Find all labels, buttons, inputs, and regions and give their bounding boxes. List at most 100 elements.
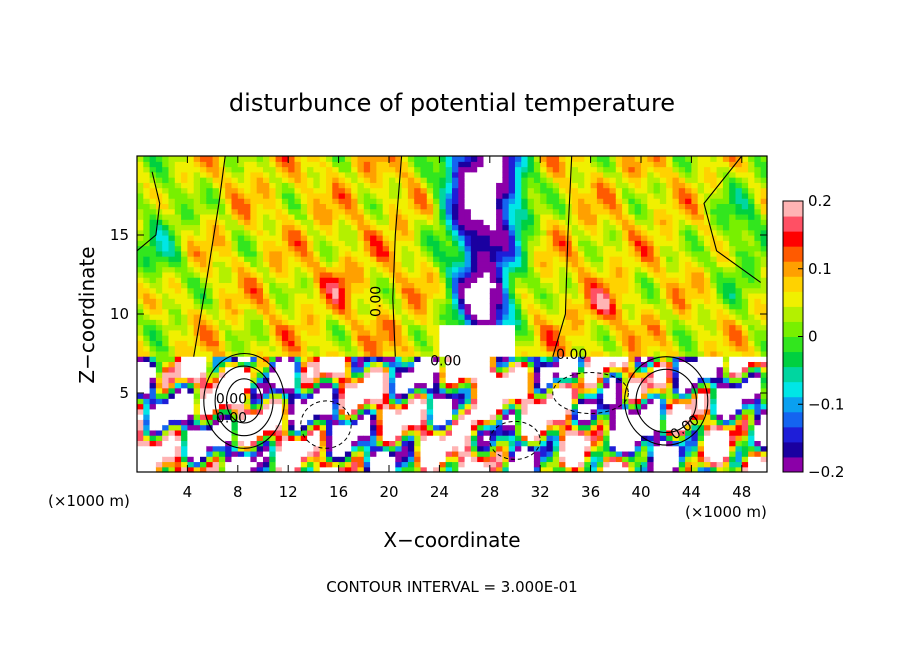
heatmap-cell	[483, 161, 491, 168]
heatmap-cell	[641, 224, 648, 231]
heatmap-cell	[281, 366, 289, 373]
heatmap-cell	[218, 450, 226, 457]
heatmap-cell	[496, 435, 503, 441]
heatmap-cell	[433, 266, 440, 273]
heatmap-cell	[653, 350, 661, 357]
heatmap-cell	[546, 271, 554, 278]
heatmap-cell	[382, 350, 390, 357]
heatmap-cell	[533, 356, 541, 362]
heatmap-cell	[464, 250, 472, 257]
heatmap-cell	[641, 245, 648, 252]
heatmap-cell	[540, 356, 548, 362]
heatmap-cell	[344, 440, 352, 447]
heatmap-cell	[294, 182, 302, 189]
heatmap-cell	[565, 271, 573, 278]
heatmap-cell	[439, 408, 447, 415]
heatmap-cell	[439, 319, 447, 326]
heatmap-cell	[193, 219, 201, 226]
heatmap-cell	[565, 435, 573, 441]
heatmap-cell	[237, 393, 245, 399]
heatmap-cell	[426, 445, 434, 452]
heatmap-cell	[590, 182, 598, 189]
heatmap-cell	[596, 261, 604, 268]
heatmap-cell	[218, 192, 226, 199]
heatmap-cell	[187, 314, 195, 320]
heatmap-cell	[218, 350, 226, 357]
heatmap-cell	[326, 213, 333, 220]
heatmap-cell	[578, 445, 585, 452]
heatmap-cell	[622, 350, 629, 357]
heatmap-cell	[313, 329, 321, 336]
heatmap-cell	[603, 224, 611, 231]
heatmap-cell	[641, 256, 648, 262]
heatmap-cell	[212, 461, 220, 468]
heatmap-cell	[584, 171, 592, 178]
heatmap-cell	[596, 271, 604, 278]
heatmap-cell	[596, 356, 604, 362]
heatmap-cell	[483, 361, 491, 368]
heatmap-cell	[187, 387, 195, 394]
heatmap-cell	[168, 382, 176, 389]
heatmap-cell	[609, 435, 617, 441]
heatmap-cell	[565, 466, 573, 473]
heatmap-cell	[168, 308, 176, 315]
heatmap-cell	[313, 192, 321, 199]
heatmap-cell	[401, 250, 409, 257]
heatmap-cell	[200, 314, 207, 320]
heatmap-cell	[483, 340, 491, 347]
heatmap-cell	[294, 414, 302, 420]
heatmap-cell	[515, 435, 522, 441]
heatmap-cell	[212, 245, 220, 252]
heatmap-cell	[615, 177, 623, 183]
heatmap-cell	[546, 387, 554, 394]
heatmap-cell	[256, 350, 264, 357]
heatmap-cell	[496, 366, 503, 373]
heatmap-cell	[439, 156, 447, 162]
heatmap-cell	[370, 156, 377, 162]
heatmap-cell	[508, 282, 516, 289]
heatmap-cell	[647, 250, 655, 257]
heatmap-cell	[578, 340, 585, 347]
heatmap-cell	[395, 450, 403, 457]
heatmap-cell	[584, 371, 592, 378]
heatmap-cell	[634, 198, 642, 204]
heatmap-cell	[628, 166, 636, 173]
heatmap-cell	[565, 371, 573, 378]
heatmap-cell	[420, 366, 428, 373]
heatmap-cell	[313, 419, 321, 426]
heatmap-cell	[307, 461, 314, 468]
heatmap-cell	[174, 398, 182, 405]
heatmap-cell	[174, 319, 182, 326]
heatmap-cell	[546, 408, 554, 415]
heatmap-cell	[527, 177, 535, 183]
heatmap-cell	[149, 261, 157, 268]
heatmap-cell	[452, 329, 459, 336]
heatmap-cell	[338, 319, 346, 326]
heatmap-cell	[420, 298, 428, 305]
heatmap-cell	[294, 398, 302, 405]
heatmap-cell	[533, 387, 541, 394]
heatmap-cell	[464, 345, 472, 352]
heatmap-cell	[470, 287, 478, 294]
heatmap-cell	[155, 298, 163, 305]
heatmap-cell	[269, 319, 277, 326]
heatmap-cell	[420, 429, 428, 436]
heatmap-cell	[181, 387, 188, 394]
heatmap-cell	[370, 282, 377, 289]
heatmap-cell	[281, 171, 289, 178]
heatmap-cell	[565, 419, 573, 426]
heatmap-cell	[401, 271, 409, 278]
heatmap-cell	[533, 345, 541, 352]
heatmap-cell	[546, 261, 554, 268]
heatmap-cell	[174, 235, 182, 241]
heatmap-cell	[225, 424, 233, 431]
heatmap-cell	[307, 208, 314, 215]
heatmap-cell	[470, 424, 478, 431]
heatmap-cell	[256, 329, 264, 336]
heatmap-cell	[477, 361, 485, 368]
heatmap-cell	[370, 398, 377, 405]
heatmap-cell	[344, 203, 352, 210]
heatmap-cell	[395, 161, 403, 168]
heatmap-cell	[250, 324, 258, 331]
heatmap-cell	[470, 213, 478, 220]
